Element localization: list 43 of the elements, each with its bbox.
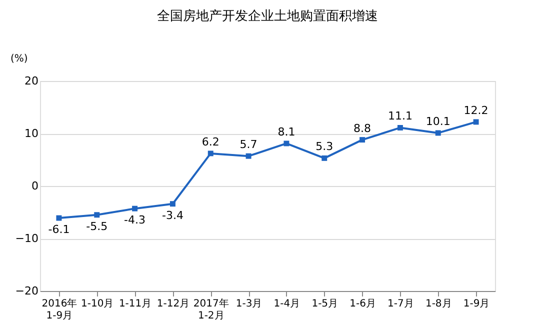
- point: [208, 150, 214, 156]
- data-label: 5.3: [316, 140, 334, 154]
- point: [473, 119, 479, 125]
- point: [322, 155, 328, 161]
- x-tick-label: 1-10月: [81, 298, 114, 310]
- data-label: -3.4: [162, 208, 184, 222]
- point: [94, 212, 100, 218]
- point: [170, 201, 176, 207]
- x-tick-label: 1-4月: [274, 298, 300, 310]
- x-tick-label: 1-7月: [388, 298, 414, 310]
- point: [397, 124, 403, 130]
- y-axis-title: (%): [10, 54, 28, 64]
- point: [435, 130, 441, 136]
- data-label: -4.3: [124, 214, 146, 227]
- point: [246, 153, 252, 159]
- x-tick-label: 2017年 1-2月: [193, 298, 229, 322]
- y-tick-label: 10: [24, 127, 38, 140]
- y-tick-label: −20: [15, 284, 38, 298]
- data-label: 12.2: [464, 104, 488, 117]
- x-tick-label: 1-8月: [425, 298, 452, 310]
- x-tick-label: 1-3月: [236, 298, 262, 310]
- x-tick-label: 1-5月: [312, 298, 338, 310]
- data-label: 5.7: [240, 138, 258, 152]
- x-tick-label: 1-6月: [350, 298, 376, 310]
- y-tick-label: 0: [32, 180, 38, 192]
- data-label: 6.2: [202, 135, 220, 148]
- data-label: 8.8: [354, 122, 372, 135]
- data-label: -6.1: [48, 223, 70, 236]
- data-label: 8.1: [278, 125, 296, 138]
- data-label: 11.1: [388, 110, 412, 123]
- chart-title: 全国房地产开发企业土地购置面积增速: [157, 8, 378, 24]
- data-label: 10.1: [426, 114, 450, 128]
- x-tick-label: 1-11月: [118, 298, 152, 310]
- x-tick-label: 2016年 1-9月: [42, 298, 78, 322]
- point: [56, 215, 62, 221]
- point: [132, 206, 138, 212]
- y-tick-label: 20: [24, 74, 38, 88]
- y-tick-label: −10: [15, 232, 38, 245]
- x-tick-label: 1-12月: [156, 298, 190, 310]
- data-label: -5.5: [86, 220, 108, 233]
- x-tick-label: 1-9月: [463, 298, 490, 310]
- point: [284, 140, 290, 146]
- point: [360, 137, 366, 143]
